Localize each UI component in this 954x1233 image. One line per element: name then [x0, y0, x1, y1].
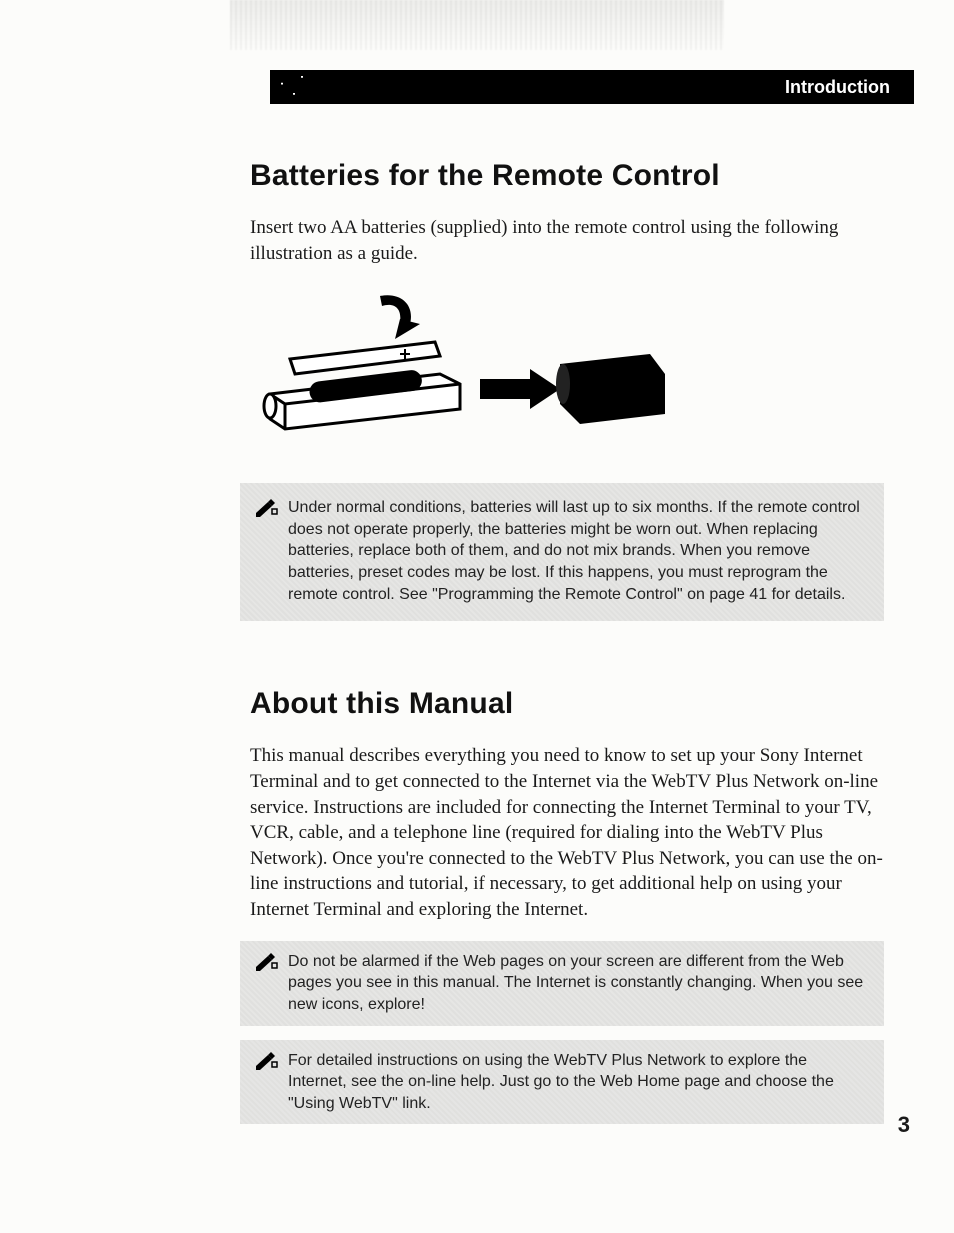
section-title-batteries: Batteries for the Remote Control: [250, 159, 884, 193]
pencil-note-icon: [254, 953, 278, 978]
note-box-batteries: Under normal conditions, batteries will …: [240, 483, 884, 621]
page-content: Batteries for the Remote Control Insert …: [250, 104, 884, 1124]
note-text-onlinehelp: For detailed instructions on using the W…: [288, 1050, 866, 1115]
pencil-note-icon: [254, 1052, 278, 1077]
chapter-header-bar: Introduction: [270, 70, 914, 104]
page-number: 3: [898, 1112, 910, 1138]
note-text-webpages: Do not be alarmed if the Web pages on yo…: [288, 951, 866, 1016]
battery-insert-illustration: [250, 284, 884, 459]
pencil-note-icon: [254, 499, 278, 524]
section-intro-batteries: Insert two AA batteries (supplied) into …: [250, 215, 884, 266]
note-box-onlinehelp: For detailed instructions on using the W…: [240, 1040, 884, 1125]
section-body-manual: This manual describes everything you nee…: [250, 743, 884, 922]
section-title-manual: About this Manual: [250, 687, 884, 721]
chapter-header-label: Introduction: [785, 77, 890, 98]
scan-artifact-top: [230, 0, 724, 50]
note-box-webpages: Do not be alarmed if the Web pages on yo…: [240, 941, 884, 1026]
note-text-batteries: Under normal conditions, batteries will …: [288, 497, 866, 605]
